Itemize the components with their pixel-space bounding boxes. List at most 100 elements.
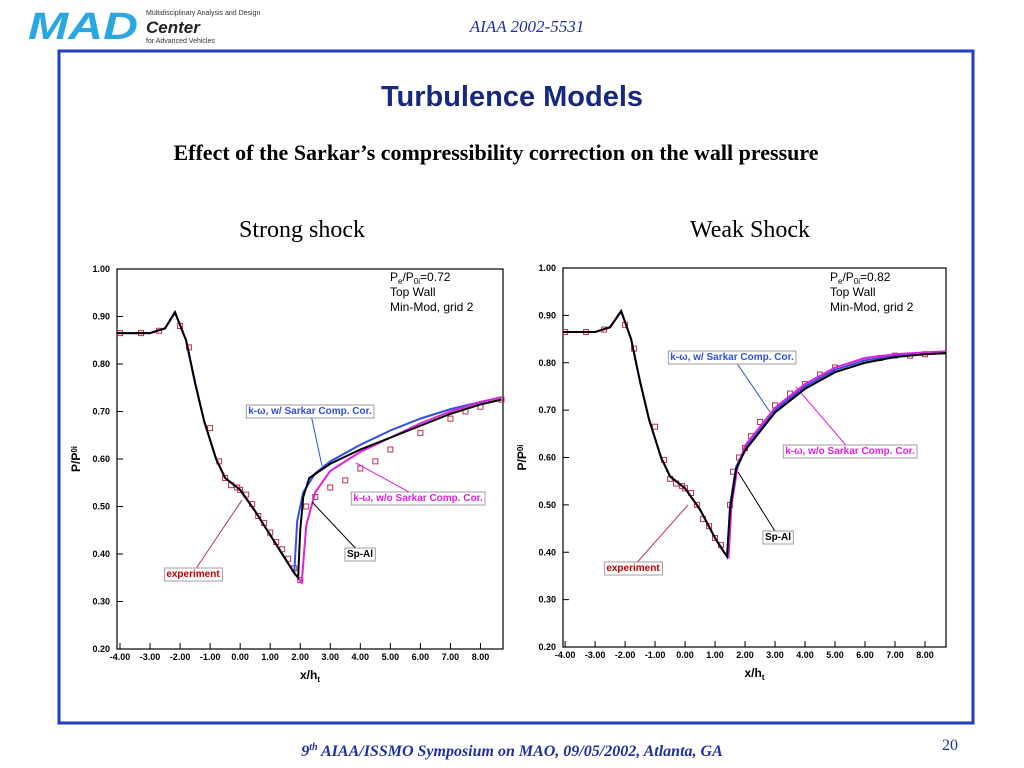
x-axis-title-main: x/h [744,666,761,680]
y-tick-label: 0.50 [92,502,110,512]
logo-center: Center [146,18,201,37]
x-tick-label: -1.00 [200,652,221,662]
slide-frame [57,49,975,725]
y-axis-title: P/P0i [515,444,529,470]
x-tick-label: -2.00 [615,650,636,660]
callout-box [782,444,918,459]
y-tick-label: 0.30 [92,597,110,607]
logo-line: Multidisciplinary Analysis and Design [146,10,260,17]
footer-ordinal: 9 [301,743,309,760]
x-tick-label: 3.00 [766,650,784,660]
series-line [117,309,502,577]
x-tick-label: 7.00 [442,652,460,662]
x-axis-title: x/ht [300,668,320,684]
info-part: P [830,270,838,284]
data-point [372,458,379,465]
x-tick-label: -4.00 [555,650,576,660]
y-tick-label: 0.60 [538,453,556,463]
callout-arrow [355,462,419,498]
callout-label: k-ω, w/ Sarkar Comp. Cor. [248,406,372,417]
callout-label: experiment [166,569,220,580]
callout-box [762,530,794,545]
callout-box [603,561,663,576]
x-tick-label: 0.00 [231,652,249,662]
data-point [682,485,689,492]
callout-box [344,547,376,562]
y-tick-label: 0.70 [538,405,556,415]
x-tick-label: -3.00 [140,652,161,662]
callout-label: k-ω, w/ Sarkar Comp. Cor. [670,352,794,363]
y-tick-label: 0.20 [92,644,110,654]
slide-subtitle: Effect of the Sarkar’s compressibility c… [173,140,818,165]
x-tick-label: 8.00 [916,650,934,660]
data-point [255,513,262,519]
callout-box [163,567,223,582]
x-tick-label: 5.00 [826,650,844,660]
callout-box [245,404,375,419]
x-tick-label: -3.00 [585,650,606,660]
logo-line: for Advanced Vehicles [146,38,215,45]
info-part: =0.82 [860,270,891,284]
y-axis-title-sub: 0i [516,444,525,451]
info-part: =0.72 [420,270,451,284]
series-line [563,308,947,559]
x-tick-label: 6.00 [856,650,874,660]
series-line [117,309,502,581]
footer-text: AIAA/ISSMO Symposium on MAO, 09/05/2002,… [318,743,723,760]
info-text: Pe/P0i=0.82 [830,270,891,286]
y-tick-label: 0.80 [538,358,556,368]
y-axis-title: P/P0i [69,446,83,472]
data-point [327,484,334,491]
data-point [357,465,364,472]
page-number: 20 [942,737,958,754]
y-tick-label: 1.00 [538,263,556,273]
x-tick-label: 3.00 [322,652,340,662]
x-tick-label: 2.00 [736,650,754,660]
y-tick-label: 0.70 [92,407,110,417]
data-point [712,535,719,542]
data-point [417,429,424,436]
info-sub: e [838,277,843,286]
logo-mark: MAD [28,6,138,48]
data-point [652,423,659,430]
info-part: /P [402,270,413,284]
x-tick-label: 5.00 [382,652,400,662]
y-axis-title-main: P/P [515,451,529,470]
footer-sup: th [309,742,318,753]
info-text: Top Wall [830,285,876,299]
callout-arrow [731,355,771,413]
x-axis-title: x/ht [744,666,764,682]
x-tick-label: 0.00 [676,650,694,660]
callout-box [667,350,797,365]
info-sub: e [398,277,403,286]
x-tick-label: 8.00 [472,652,490,662]
info-text: Min-Mod, grid 2 [830,300,914,314]
x-tick-label: 7.00 [886,650,904,660]
chart-title: Strong shock [239,217,365,243]
y-tick-label: 0.40 [538,547,556,557]
data-point [342,477,349,484]
y-tick-label: 0.90 [92,312,110,322]
chart-title: Weak Shock [690,217,810,243]
data-point [447,415,454,422]
x-axis-title-main: x/h [300,668,317,682]
data-point [237,486,244,493]
info-part: /P [842,270,853,284]
series-line [563,308,947,560]
x-tick-label: 4.00 [352,652,370,662]
y-tick-label: 0.60 [92,454,110,464]
y-tick-label: 1.00 [92,264,110,274]
callout-arrow [632,504,689,568]
data-point [222,475,229,481]
data-point [303,503,310,510]
x-tick-label: -4.00 [110,652,131,662]
callout-arrow [192,499,243,574]
x-tick-label: 2.00 [291,652,309,662]
callout-label: k-ω, w/o Sarkar Comp. Cor. [785,446,915,457]
plot-frame [116,268,504,650]
callout-arrow [737,471,779,537]
data-point [694,501,701,508]
slide-title: Turbulence Models [381,81,643,113]
y-tick-label: 0.80 [92,359,110,369]
